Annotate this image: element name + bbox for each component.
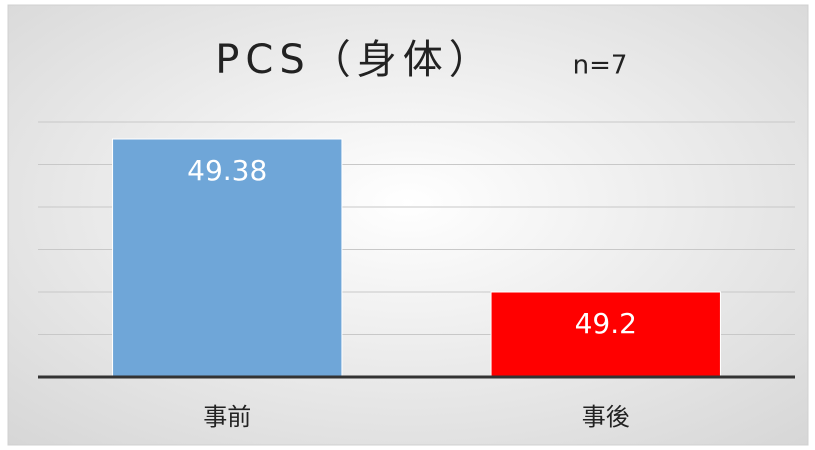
data-label: 49.2 [575,307,637,340]
chart-subtitle: n=7 [573,51,628,81]
bar [112,138,343,378]
chart-title: PCS（身体） [215,37,494,83]
data-label: 49.38 [187,154,267,187]
x-tick-label: 事後 [582,403,630,431]
bar [490,291,721,378]
x-tick-label: 事前 [203,403,251,431]
